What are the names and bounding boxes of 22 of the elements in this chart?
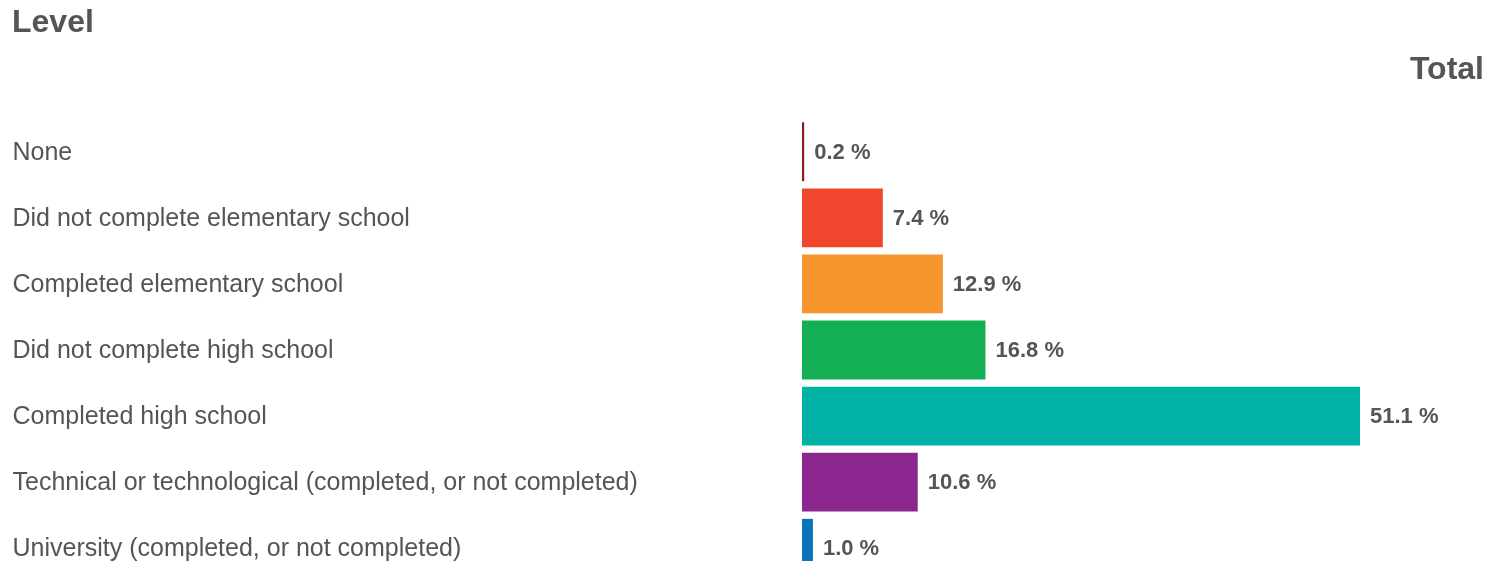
y-tick-label: Did not complete elementary school (12, 202, 410, 231)
y-tick-label: Completed elementary school (12, 268, 344, 297)
data-label: 12.9 % (952, 270, 1022, 296)
y-tick-label: Did not complete high school (12, 335, 334, 363)
data-label: 10.6 % (927, 469, 997, 495)
bar (802, 452, 918, 512)
bar (802, 320, 986, 380)
y-tick-label: Completed high school (12, 401, 267, 430)
bar (802, 254, 943, 314)
bar (802, 122, 805, 182)
bar (802, 386, 1360, 446)
data-label: 7.4 % (892, 204, 950, 230)
y-tick-label: University (completed, or not completed) (12, 533, 462, 561)
data-label: 51.1 % (1370, 403, 1439, 429)
text: Total (1409, 50, 1484, 86)
y-tick-label: None (12, 136, 73, 165)
y-axis-title: Level (12, 3, 94, 39)
data-label: 1.0 % (822, 535, 880, 561)
bar (802, 188, 883, 248)
data-label: 16.8 % (995, 337, 1064, 362)
y-tick-label: Technical or technological (completed, or not completed) (12, 467, 638, 496)
data-label: 0.2 % (814, 138, 871, 164)
